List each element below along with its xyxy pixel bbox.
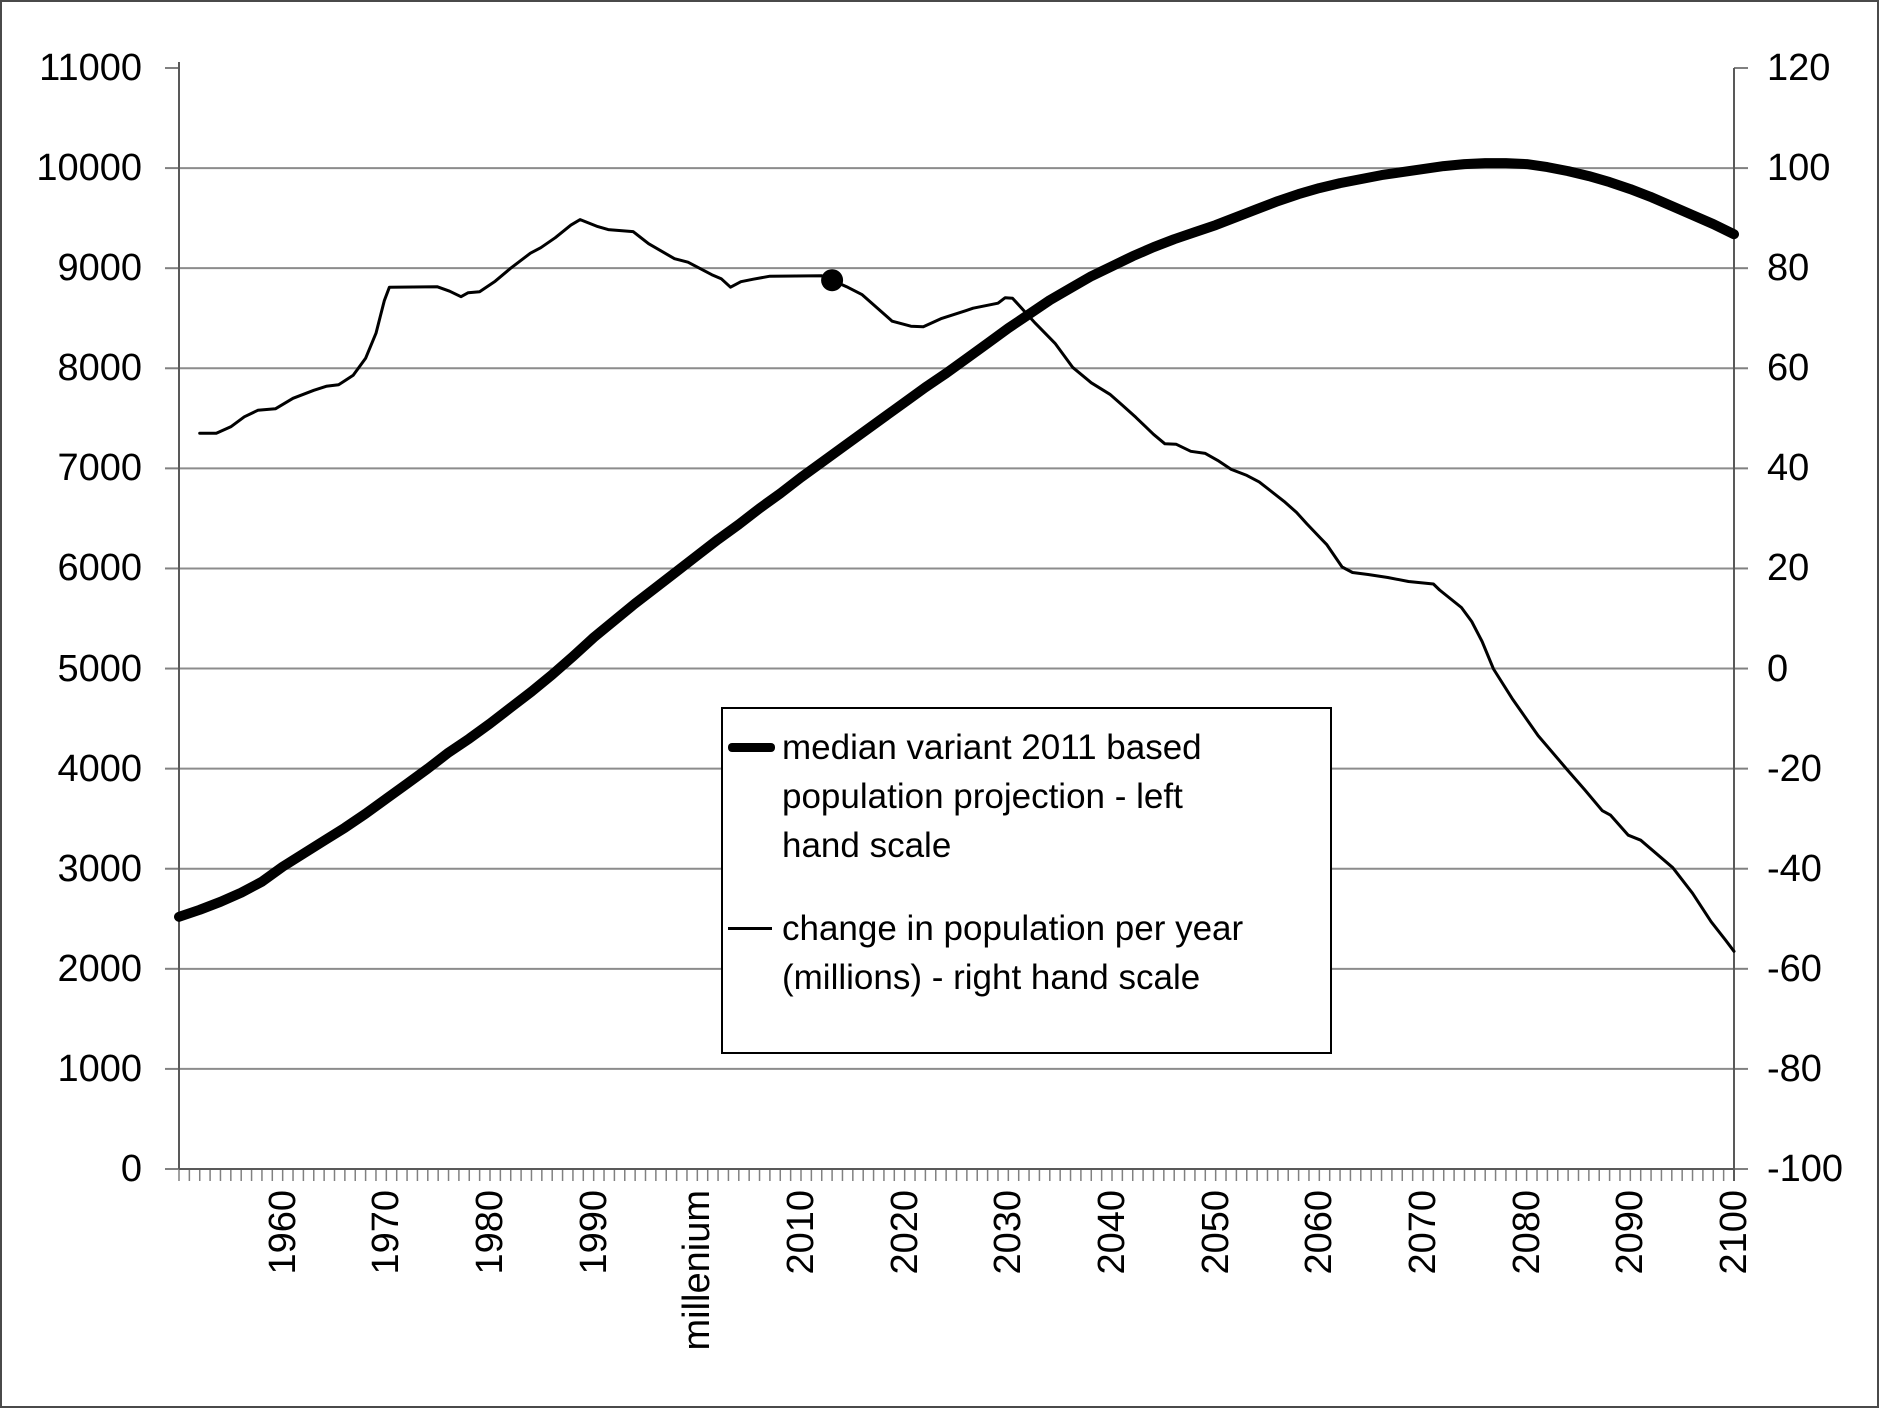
thick-line-swatch-icon [728, 743, 775, 752]
x-axis-tick-label: 2100 [1713, 1190, 1755, 1275]
left-axis-tick-label: 5000 [57, 647, 142, 690]
right-axis-tick-label: 80 [1767, 247, 1810, 290]
current-year-marker-dot [821, 269, 844, 292]
x-axis-tick-label: 1960 [261, 1190, 304, 1275]
right-axis-tick-label: 20 [1767, 547, 1810, 590]
legend-line: (millions) - right hand scale [782, 958, 1201, 997]
left-axis-tick-label: 4000 [57, 747, 142, 790]
left-axis-tick-label: 9000 [57, 247, 142, 290]
x-axis-tick-label: 2070 [1402, 1190, 1444, 1275]
left-axis-tick-label: 2000 [57, 947, 142, 990]
x-axis-tick-label: 2030 [987, 1190, 1030, 1275]
right-axis-tick-label: -20 [1767, 747, 1822, 790]
legend-line: change in population per year [782, 909, 1244, 948]
legend-line: hand scale [782, 826, 952, 865]
x-axis-tick-label: 2060 [1298, 1190, 1341, 1275]
axis-ticks [165, 67, 1748, 1181]
right-axis-tick-label: 40 [1767, 447, 1810, 490]
right-axis-tick-label: -60 [1767, 947, 1822, 990]
x-axis-tick-label: 2080 [1505, 1190, 1548, 1275]
left-axis-tick-label: 8000 [57, 347, 142, 390]
legend-item-projection: median variant 2011 based population pro… [728, 723, 1330, 870]
left-axis-tick-label: 3000 [57, 847, 142, 890]
legend-label-change: change in population per year (millions)… [782, 904, 1243, 1002]
left-axis-tick-label: 11000 [39, 47, 142, 89]
legend-line: population projection - left [782, 777, 1183, 816]
left-axis-tick-label: 7000 [57, 447, 142, 490]
axis-lines [178, 62, 1735, 1181]
x-axis-tick-label: 1990 [572, 1190, 615, 1275]
x-axis-tick-label: 2020 [883, 1190, 926, 1275]
x-axis-tick-label: 1970 [365, 1190, 408, 1275]
left-axis-tick-label: 1000 [57, 1047, 142, 1090]
x-axis-tick-label: 1980 [469, 1190, 511, 1275]
legend-box: median variant 2011 based population pro… [721, 707, 1332, 1054]
right-axis-tick-label: 120 [1767, 47, 1831, 89]
legend-label-projection: median variant 2011 based population pro… [782, 723, 1202, 870]
projection-series-line [174, 158, 1739, 922]
right-axis-tick-label: 0 [1767, 647, 1789, 690]
thin-line-swatch-icon [728, 927, 772, 930]
left-axis-tick-label: 6000 [57, 547, 142, 590]
left-axis-tick-label: 10000 [36, 147, 142, 190]
right-axis-tick-label: -100 [1767, 1148, 1844, 1190]
x-axis-tick-label: millenium [676, 1190, 719, 1351]
right-axis-tick-label: 60 [1767, 347, 1810, 390]
right-axis-tick-label: 100 [1767, 147, 1831, 190]
left-axis-tick-label: 0 [120, 1148, 142, 1190]
x-axis-tick-label: 2040 [1091, 1190, 1133, 1275]
x-axis-tick-label: 2010 [780, 1190, 822, 1275]
x-axis-tick-label: 2090 [1609, 1190, 1652, 1275]
right-axis-tick-label: -40 [1767, 847, 1822, 890]
x-axis-tick-label: 2050 [1194, 1190, 1237, 1275]
legend-line: median variant 2011 based [782, 728, 1202, 767]
change-series-line [198, 218, 1736, 953]
legend-item-change: change in population per year (millions)… [728, 904, 1330, 1002]
right-axis-tick-label: -80 [1767, 1047, 1822, 1090]
